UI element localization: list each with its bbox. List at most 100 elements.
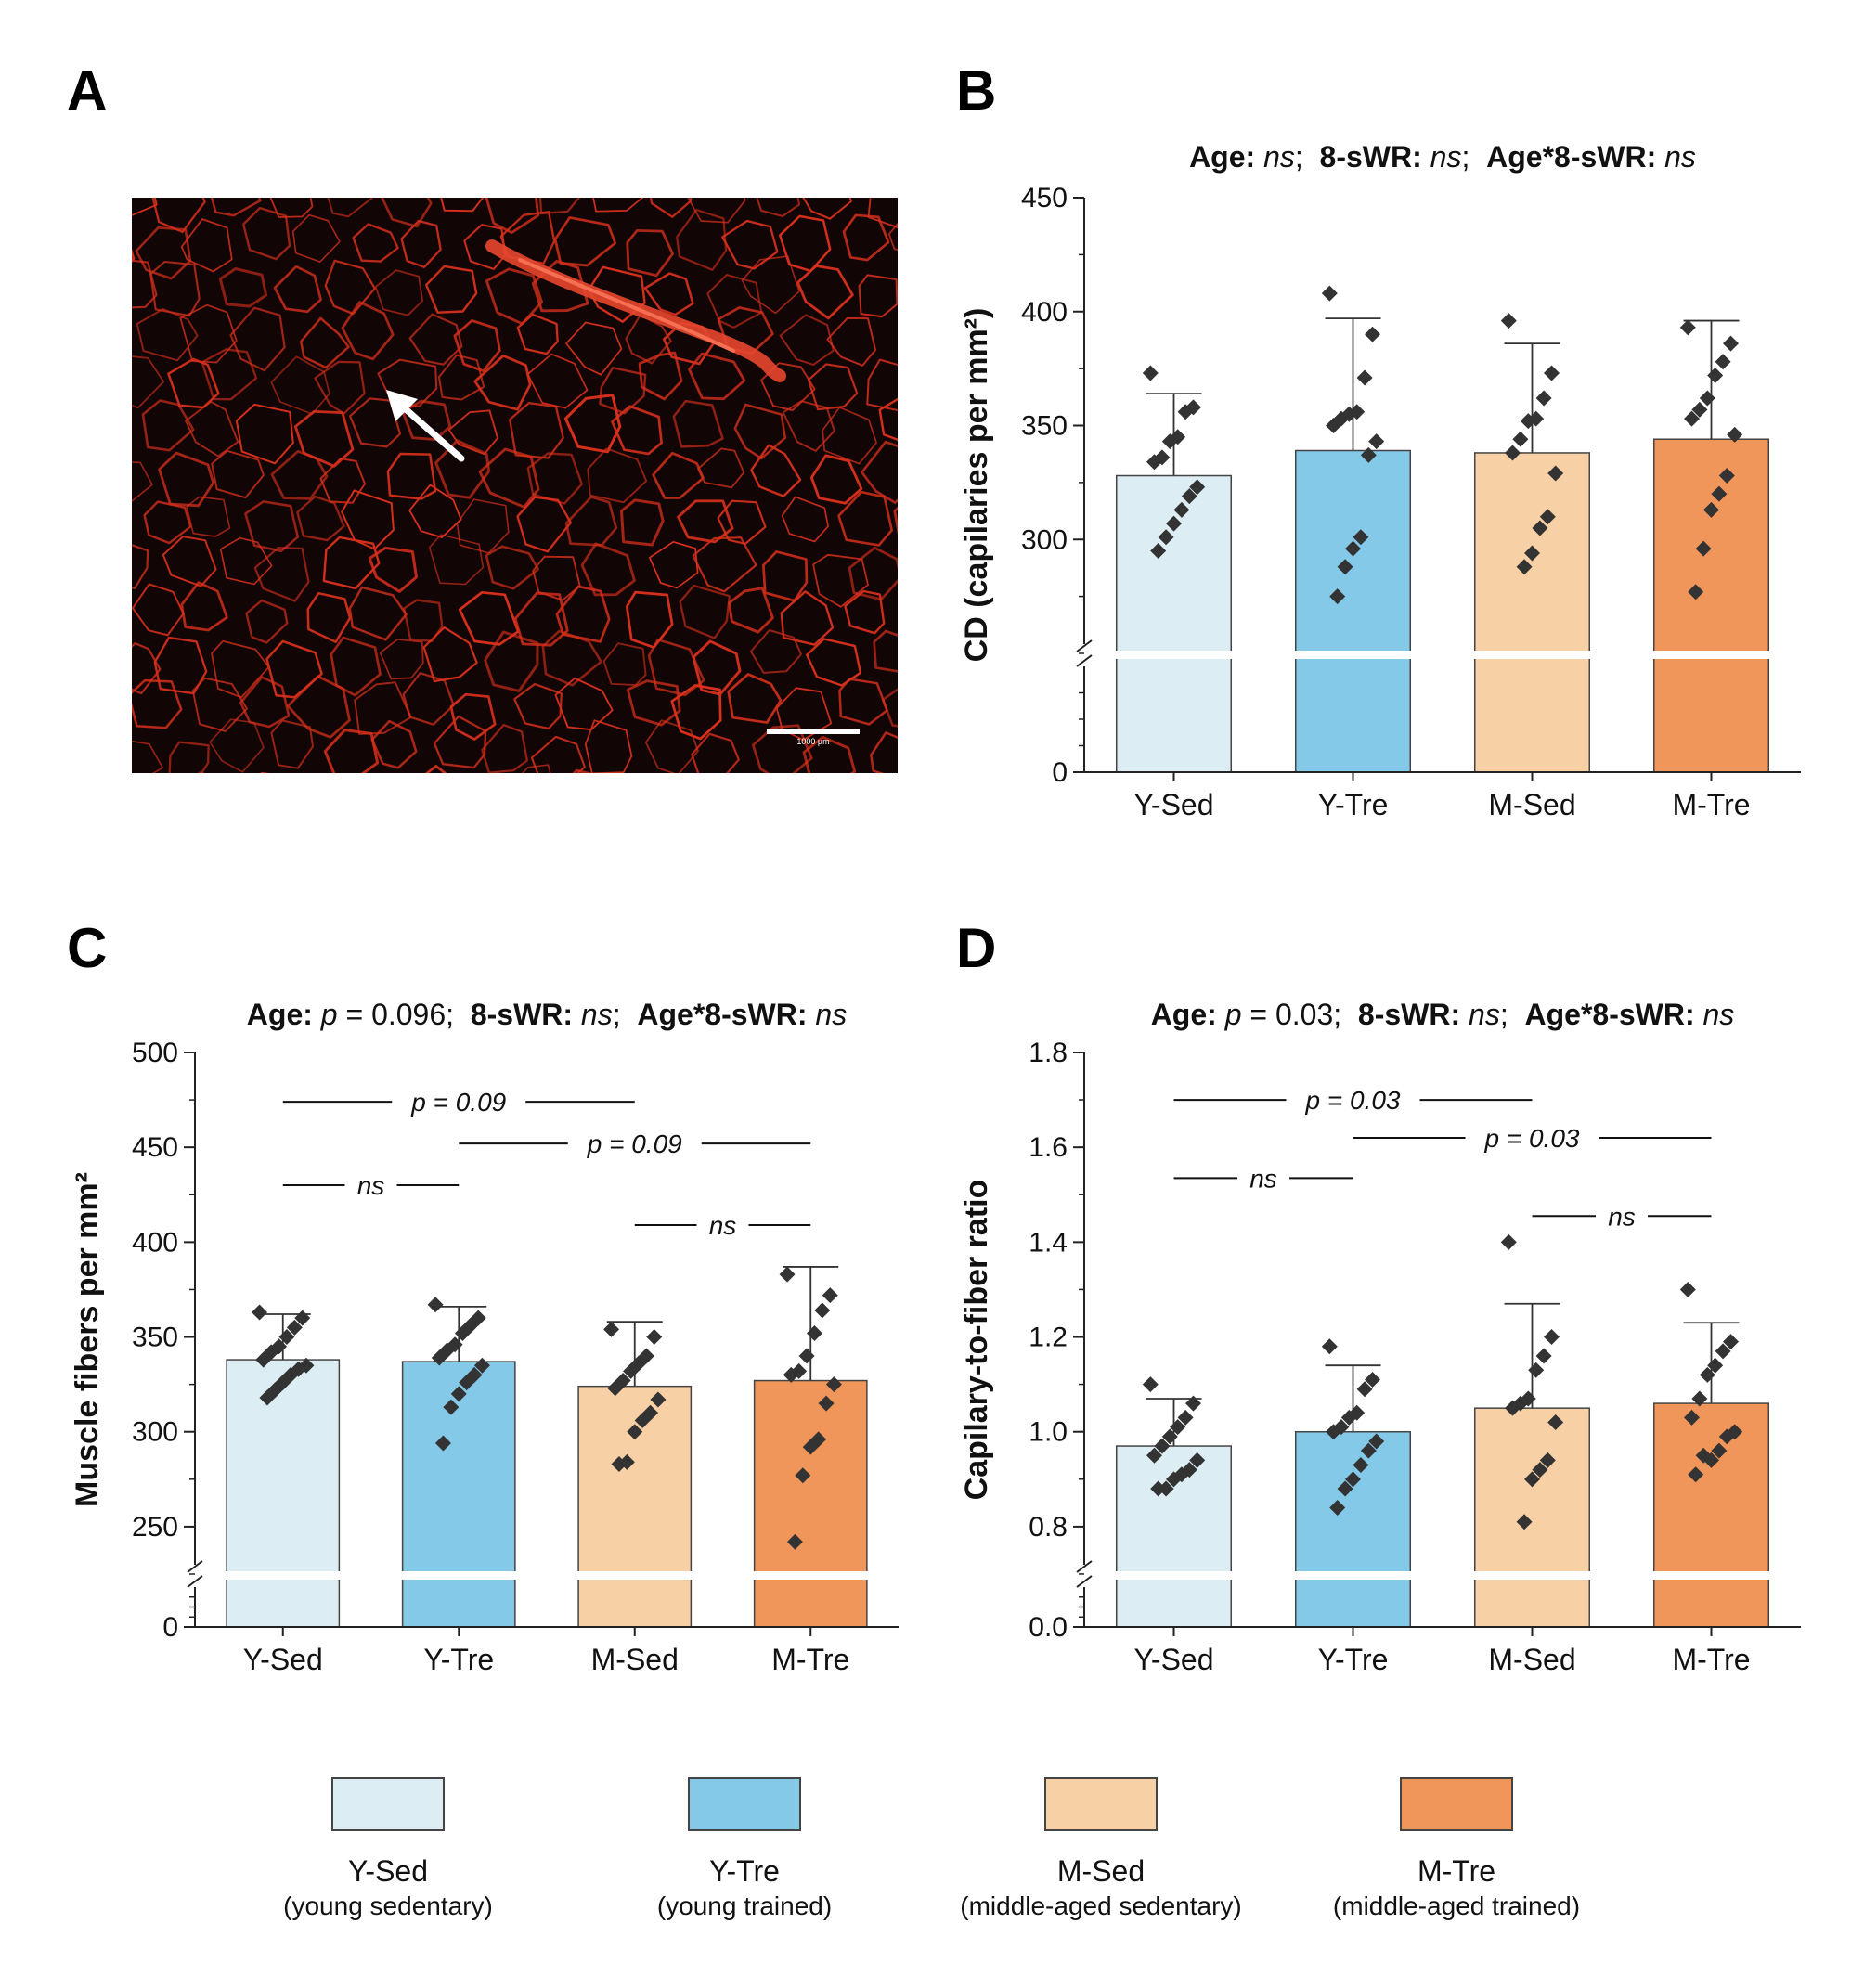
data-point-m-tre: [1711, 485, 1728, 502]
data-point-y-sed: [1158, 529, 1174, 546]
data-point-m-sed: [1516, 559, 1533, 575]
data-point-m-sed: [611, 1455, 628, 1472]
x-tick-label: Y-Tre: [1318, 1643, 1389, 1676]
y-tick-label: 500: [132, 1038, 178, 1068]
data-point-m-tre: [1699, 1366, 1715, 1383]
data-point-m-sed: [1500, 1233, 1517, 1250]
data-point-y-tre: [1356, 369, 1373, 386]
panel-letter-d: D: [956, 917, 996, 979]
data-point-m-sed: [634, 1412, 651, 1428]
x-tick-label: Y-Sed: [243, 1643, 323, 1676]
bar-m-sed: [577, 1385, 693, 1628]
data-point-m-tre: [1684, 410, 1700, 427]
stat-part: p: [1224, 998, 1242, 1031]
x-tick-label: Y-Tre: [423, 1643, 494, 1676]
comparison-bracket: p = 0.09: [459, 1130, 811, 1158]
stat-part: Age:: [1151, 998, 1217, 1031]
comparison-bracket: p = 0.03: [1353, 1124, 1712, 1153]
data-point-y-tre: [434, 1435, 451, 1452]
data-point-m-tre: [1707, 1357, 1724, 1374]
x-tick-label: Y-Tre: [1318, 788, 1389, 821]
data-point-m-tre: [1715, 1343, 1731, 1360]
error-bar-m-sed: [606, 1321, 663, 1387]
stat-part: ns: [1255, 140, 1295, 174]
axis-break-band: [1085, 651, 1802, 659]
y-tick-label: 300: [1021, 524, 1068, 555]
stat-part: [1217, 998, 1225, 1031]
legend-description: (middle-aged trained): [1333, 1891, 1580, 1920]
stat-part: Age*8-sWR:: [637, 998, 807, 1031]
data-point-m-sed: [650, 1391, 667, 1408]
data-point-y-sed: [1177, 1409, 1194, 1426]
x-tick-label: M-Sed: [1488, 1643, 1575, 1676]
data-point-y-sed: [1185, 1395, 1201, 1412]
x-tick-label: M-Tre: [771, 1643, 849, 1676]
data-point-m-sed: [1539, 1452, 1556, 1468]
y-tick-label: 1.2: [1029, 1323, 1068, 1353]
data-point-m-tre: [1723, 335, 1739, 352]
y-axis-title: CD (capilaries per mm²): [959, 308, 994, 663]
data-point-y-tre: [1321, 1338, 1338, 1355]
arrow-up-left-icon: [386, 390, 465, 462]
data-point-m-sed: [1500, 313, 1517, 329]
y-tick-label: 1.6: [1029, 1132, 1068, 1163]
legend-label: M-Tre: [1417, 1854, 1495, 1888]
stat-part: ns: [573, 998, 613, 1031]
data-point-y-tre: [1353, 529, 1369, 546]
data-point-y-sed: [1189, 1452, 1206, 1468]
data-point-m-tre: [1711, 1442, 1728, 1459]
micrograph-background: [132, 198, 898, 773]
data-point-m-sed: [1535, 390, 1552, 407]
x-tick-label: M-Sed: [591, 1643, 679, 1676]
data-point-y-tre: [1337, 559, 1353, 575]
bar-y-tre: [1294, 1430, 1412, 1628]
stat-part: ns: [1695, 998, 1735, 1031]
legend-swatch: [1044, 1777, 1158, 1831]
legend-item-m-tre: M-Tre (middle-aged trained): [1333, 1777, 1580, 1920]
chart-stat-line: Age: p = 0.03; 8-sWR: ns; Age*8-sWR: ns: [1151, 998, 1735, 1031]
data-point-m-tre: [1707, 367, 1724, 383]
chart-stat-line: Age: p = 0.096; 8-sWR: ns; Age*8-sWR: ns: [247, 998, 847, 1031]
data-point-y-tre: [1329, 1499, 1346, 1516]
data-point-y-tre: [1368, 1433, 1385, 1450]
comparison-bracket: ns: [1532, 1202, 1712, 1231]
bar-m-tre: [1652, 1402, 1770, 1628]
data-point-y-tre: [1326, 418, 1341, 433]
y-tick-label: 0: [162, 1612, 178, 1643]
stat-part: Age*8-sWR:: [1486, 140, 1656, 174]
data-point-y-tre: [1360, 446, 1377, 463]
data-point-m-tre: [1723, 1334, 1739, 1350]
comparison-bracket: p = 0.09: [282, 1088, 635, 1117]
panel-letter-b: B: [956, 59, 996, 122]
legend-label: Y-Sed: [348, 1854, 428, 1888]
y-tick-label: 400: [1021, 297, 1068, 328]
x-tick-label: Y-Sed: [1134, 1643, 1214, 1676]
data-point-m-tre: [1718, 468, 1735, 484]
data-point-m-tre: [1684, 1409, 1700, 1426]
stat-part: Age:: [1189, 140, 1255, 174]
data-point-y-tre: [1365, 1372, 1380, 1388]
chart-stat-line: Age: ns; 8-sWR: ns; Age*8-sWR: ns: [1189, 140, 1696, 174]
stat-part: Age:: [247, 998, 313, 1031]
data-point-m-sed: [1532, 1462, 1548, 1478]
data-point-m-tre: [1695, 540, 1712, 557]
panel-c: C Age: p = 0.096; 8-sWR: ns; Age*8-sWR: …: [67, 917, 900, 1676]
comparison-label: p = 0.09: [410, 1088, 506, 1117]
error-bar-m-tre: [1683, 319, 1740, 440]
data-point-y-sed: [1142, 1376, 1159, 1393]
data-point-m-sed: [646, 1329, 663, 1346]
panel-letter-c: C: [67, 917, 107, 979]
data-point-m-sed: [607, 1380, 624, 1397]
data-point-y-tre: [1345, 1471, 1361, 1488]
legend-description: (young trained): [657, 1891, 832, 1920]
error-bar-y-tre: [1325, 317, 1381, 451]
data-point-y-tre: [1345, 540, 1361, 557]
y-tick-label: 1.0: [1029, 1417, 1068, 1448]
panel-b: B Age: ns; 8-sWR: ns; Age*8-sWR: ns 300 35…: [956, 59, 1802, 821]
stat-part: p: [320, 998, 338, 1031]
data-point-y-sed: [1173, 501, 1190, 518]
data-point-y-sed: [1170, 1419, 1186, 1436]
data-point-y-tre: [473, 1357, 490, 1374]
y-tick-label: 1.4: [1029, 1227, 1068, 1258]
y-tick-label: 0.8: [1029, 1512, 1068, 1543]
